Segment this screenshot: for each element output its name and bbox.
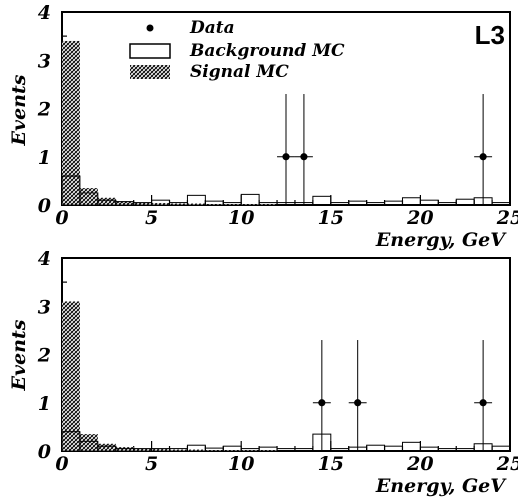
y-tick-label: 2 xyxy=(37,99,51,121)
signal-bar xyxy=(169,449,188,451)
bottom-ytick-labels: 0 1 2 3 4 xyxy=(37,248,51,463)
bottom-signal-bars xyxy=(62,301,278,451)
top-xtick-labels: 0 5 10 15 20 25 xyxy=(55,207,518,229)
background-bar xyxy=(437,448,457,452)
background-bar xyxy=(186,194,206,206)
x-tick-label: 15 xyxy=(318,453,344,475)
y-tick-label: 0 xyxy=(38,441,51,463)
background-bar xyxy=(401,441,421,452)
top-ytick-labels: 0 1 2 3 4 xyxy=(37,2,51,217)
l3-tag: L3 xyxy=(475,20,505,50)
bottom-ticks xyxy=(61,257,511,452)
x-tick-label: 5 xyxy=(145,453,158,475)
data-point xyxy=(479,153,487,161)
signal-bar xyxy=(187,203,206,205)
background-bar xyxy=(330,448,350,452)
bottom-panel: 0 5 10 15 20 25 0 1 2 3 4 Events Energy, GeV xyxy=(8,248,518,497)
x-tick-label: 20 xyxy=(406,453,433,475)
y-tick-label: 1 xyxy=(38,147,51,169)
background-bar xyxy=(366,202,386,206)
background-bar xyxy=(491,445,511,452)
x-tick-label: 25 xyxy=(496,207,518,229)
signal-bar xyxy=(79,188,98,205)
background-bar xyxy=(61,175,81,206)
background-bar xyxy=(222,202,242,206)
legend-background-swatch xyxy=(129,43,171,59)
signal-bar xyxy=(97,197,116,205)
signal-bar xyxy=(62,301,80,451)
background-bar xyxy=(312,195,332,206)
background-bar xyxy=(455,448,475,452)
y-tick-label: 3 xyxy=(38,50,51,72)
top-data-points xyxy=(277,94,493,205)
signal-bar xyxy=(151,203,170,205)
background-bar xyxy=(330,202,350,206)
signal-bar xyxy=(62,40,80,206)
background-bar xyxy=(204,447,224,452)
data-point xyxy=(354,399,362,407)
y-tick-label: 2 xyxy=(37,345,51,367)
top-y-axis-label: Events xyxy=(8,74,30,146)
data-point xyxy=(318,399,326,407)
x-tick-label: 0 xyxy=(55,207,68,229)
data-point xyxy=(300,153,308,161)
legend: Data Background MC Signal MC xyxy=(129,18,345,82)
top-panel: 0 5 10 15 20 25 0 1 2 3 4 Events Energy, GeV L3 D… xyxy=(8,2,518,251)
bottom-x-axis-label: Energy, GeV xyxy=(375,475,507,497)
bottom-y-axis-label: Events xyxy=(8,319,30,391)
background-bar xyxy=(258,202,278,206)
legend-data-marker xyxy=(146,24,154,32)
y-tick-label: 0 xyxy=(38,195,51,217)
data-point xyxy=(282,153,290,161)
background-bar xyxy=(294,448,314,452)
x-tick-label: 0 xyxy=(55,453,68,475)
signal-bar xyxy=(97,443,116,451)
bottom-plot-frame xyxy=(61,257,511,452)
data-point xyxy=(479,399,487,407)
background-bar xyxy=(79,192,99,206)
x-tick-label: 5 xyxy=(145,207,158,229)
y-tick-label: 4 xyxy=(38,248,51,270)
bottom-data-points xyxy=(312,340,493,451)
top-x-axis-label: Energy, GeV xyxy=(375,229,507,251)
background-bar xyxy=(276,448,296,452)
signal-bar xyxy=(187,449,206,451)
signal-bar xyxy=(133,202,152,205)
top-signal-bars xyxy=(62,40,278,206)
background-bar xyxy=(401,197,421,206)
y-tick-label: 4 xyxy=(38,2,51,24)
x-tick-label: 10 xyxy=(228,453,254,475)
legend-signal-label: Signal MC xyxy=(190,62,289,82)
x-tick-label: 15 xyxy=(318,207,344,229)
background-bar xyxy=(240,193,260,206)
signal-bar xyxy=(151,449,170,451)
signal-bar xyxy=(133,448,152,451)
legend-data-label: Data xyxy=(189,18,235,38)
signal-bar xyxy=(79,434,98,451)
background-bar xyxy=(491,202,511,206)
legend-background-label: Background MC xyxy=(189,41,345,61)
background-bar xyxy=(240,448,260,452)
x-tick-label: 10 xyxy=(228,207,254,229)
x-tick-label: 25 xyxy=(496,453,518,475)
signal-bar xyxy=(115,201,134,205)
legend-signal-swatch xyxy=(130,65,170,79)
x-tick-label: 20 xyxy=(406,207,433,229)
y-tick-label: 3 xyxy=(38,296,51,318)
y-tick-label: 1 xyxy=(38,393,51,415)
signal-bar xyxy=(169,203,188,205)
background-bar xyxy=(437,202,457,206)
bottom-xtick-labels: 0 5 10 15 20 25 xyxy=(55,453,518,475)
bottom-background-bars xyxy=(61,431,511,452)
